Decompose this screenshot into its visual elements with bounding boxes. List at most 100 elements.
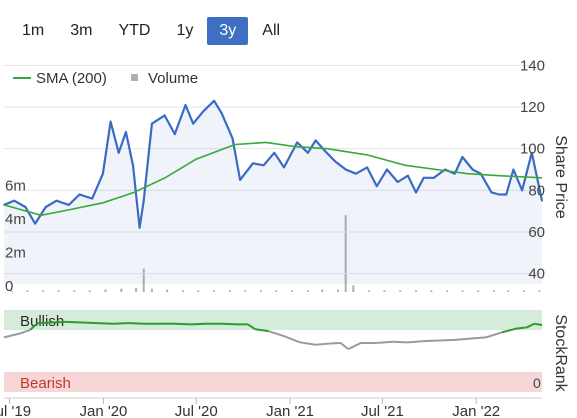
stockrank-segment	[515, 326, 527, 330]
price-point	[307, 151, 309, 154]
price-point	[422, 176, 425, 179]
price-point	[334, 160, 336, 163]
stockrank-segment	[97, 322, 114, 325]
x-tick-label: Jul '21	[361, 403, 404, 418]
legend-volume-label[interactable]: Volume	[148, 70, 198, 87]
volume-bar	[57, 290, 60, 292]
price-point	[184, 104, 187, 106]
price-point	[13, 199, 16, 202]
stockrank-segment	[485, 331, 503, 339]
price-point	[109, 120, 112, 123]
price-point	[91, 197, 94, 200]
price-point	[432, 176, 435, 179]
range-selector: 1m 3m YTD 1y 3y All	[10, 17, 292, 45]
stockrank-segment	[255, 328, 269, 333]
volume-bar	[344, 215, 347, 292]
range-1m-button[interactable]: 1m	[22, 22, 45, 39]
volume-bar	[228, 290, 231, 292]
stockrank-segment	[221, 322, 238, 326]
price-point	[163, 114, 166, 117]
stockrank-segment	[526, 322, 535, 329]
price-point	[375, 185, 378, 188]
volume-bar	[10, 290, 13, 292]
volume-bar	[352, 285, 355, 292]
volume-bar	[538, 290, 541, 292]
price-tick-label: 100	[520, 141, 545, 158]
price-point	[124, 131, 127, 133]
x-tick-label: Jul '19	[0, 403, 31, 418]
price-point	[498, 193, 501, 196]
volume-bar	[493, 290, 496, 292]
x-tick-label: Jan '20	[79, 403, 127, 418]
volume-bar	[291, 290, 294, 292]
volume-tick-label: 0	[5, 278, 13, 295]
price-point	[471, 168, 474, 171]
price-point	[24, 206, 27, 208]
price-point	[102, 172, 104, 175]
stockrank-segment	[37, 321, 51, 325]
legend-sma-label[interactable]: SMA (200)	[36, 70, 107, 87]
stockrank-segment	[128, 322, 144, 325]
volume-bar	[244, 290, 247, 292]
price-point	[138, 226, 141, 229]
volume-bar	[523, 290, 526, 292]
price-point	[283, 166, 285, 169]
sma-line	[3, 141, 543, 217]
stockrank-segment	[283, 335, 301, 344]
price-tick-label: 40	[528, 266, 545, 283]
volume-bar	[213, 290, 216, 292]
x-tick-label: Jan '22	[452, 403, 500, 418]
price-point	[117, 151, 120, 154]
price-axis-title: Share Price	[552, 135, 569, 219]
stockrank-segment	[339, 342, 349, 350]
volume-bar	[166, 289, 169, 292]
price-tick-label: 120	[520, 99, 545, 116]
price-point	[173, 133, 176, 136]
volume-bar	[306, 290, 309, 292]
stockrank-segment	[113, 322, 129, 325]
stockrank-segment	[190, 322, 206, 326]
stockrank-segment	[470, 336, 486, 340]
volume-bar	[275, 290, 278, 292]
volume-bar	[415, 290, 418, 292]
stockrank-segment	[438, 338, 455, 342]
price-point	[34, 222, 37, 225]
stockrank-segment	[501, 327, 517, 334]
price-point	[67, 203, 70, 206]
volume-bar	[150, 288, 153, 292]
price-tick-label: 60	[528, 224, 545, 241]
price-point	[386, 168, 388, 171]
range-3m-button[interactable]: 3m	[70, 22, 93, 39]
range-1y-button[interactable]: 1y	[176, 22, 194, 39]
volume-bar	[461, 290, 464, 292]
price-point	[262, 164, 265, 167]
price-point	[541, 199, 543, 202]
price-tick-label: 140	[520, 57, 545, 74]
price-point	[202, 110, 205, 113]
price-series-layer	[3, 99, 544, 284]
price-area	[4, 100, 542, 284]
price-point	[314, 139, 317, 142]
x-tick-label: Jul '20	[175, 403, 218, 418]
volume-tick-label: 6m	[5, 178, 26, 195]
price-point	[132, 164, 134, 167]
price-point	[55, 199, 58, 202]
price-point	[354, 172, 357, 175]
range-ytd-button[interactable]: YTD	[118, 22, 151, 39]
stockrank-segment	[407, 340, 424, 344]
stockrank-segment	[81, 321, 98, 325]
volume-bar	[260, 290, 263, 292]
price-point	[396, 181, 399, 183]
price-point	[366, 166, 368, 169]
range-3y-button[interactable]: 3y	[207, 17, 249, 45]
price-point	[505, 193, 508, 196]
volume-bar	[135, 287, 138, 292]
price-point	[461, 156, 464, 158]
stockrank-segment	[347, 342, 362, 351]
price-y-axis: 40 60 80 100 120 140	[520, 57, 545, 282]
range-all-button[interactable]: All	[262, 22, 281, 39]
price-point	[323, 149, 326, 152]
price-point	[44, 206, 47, 208]
